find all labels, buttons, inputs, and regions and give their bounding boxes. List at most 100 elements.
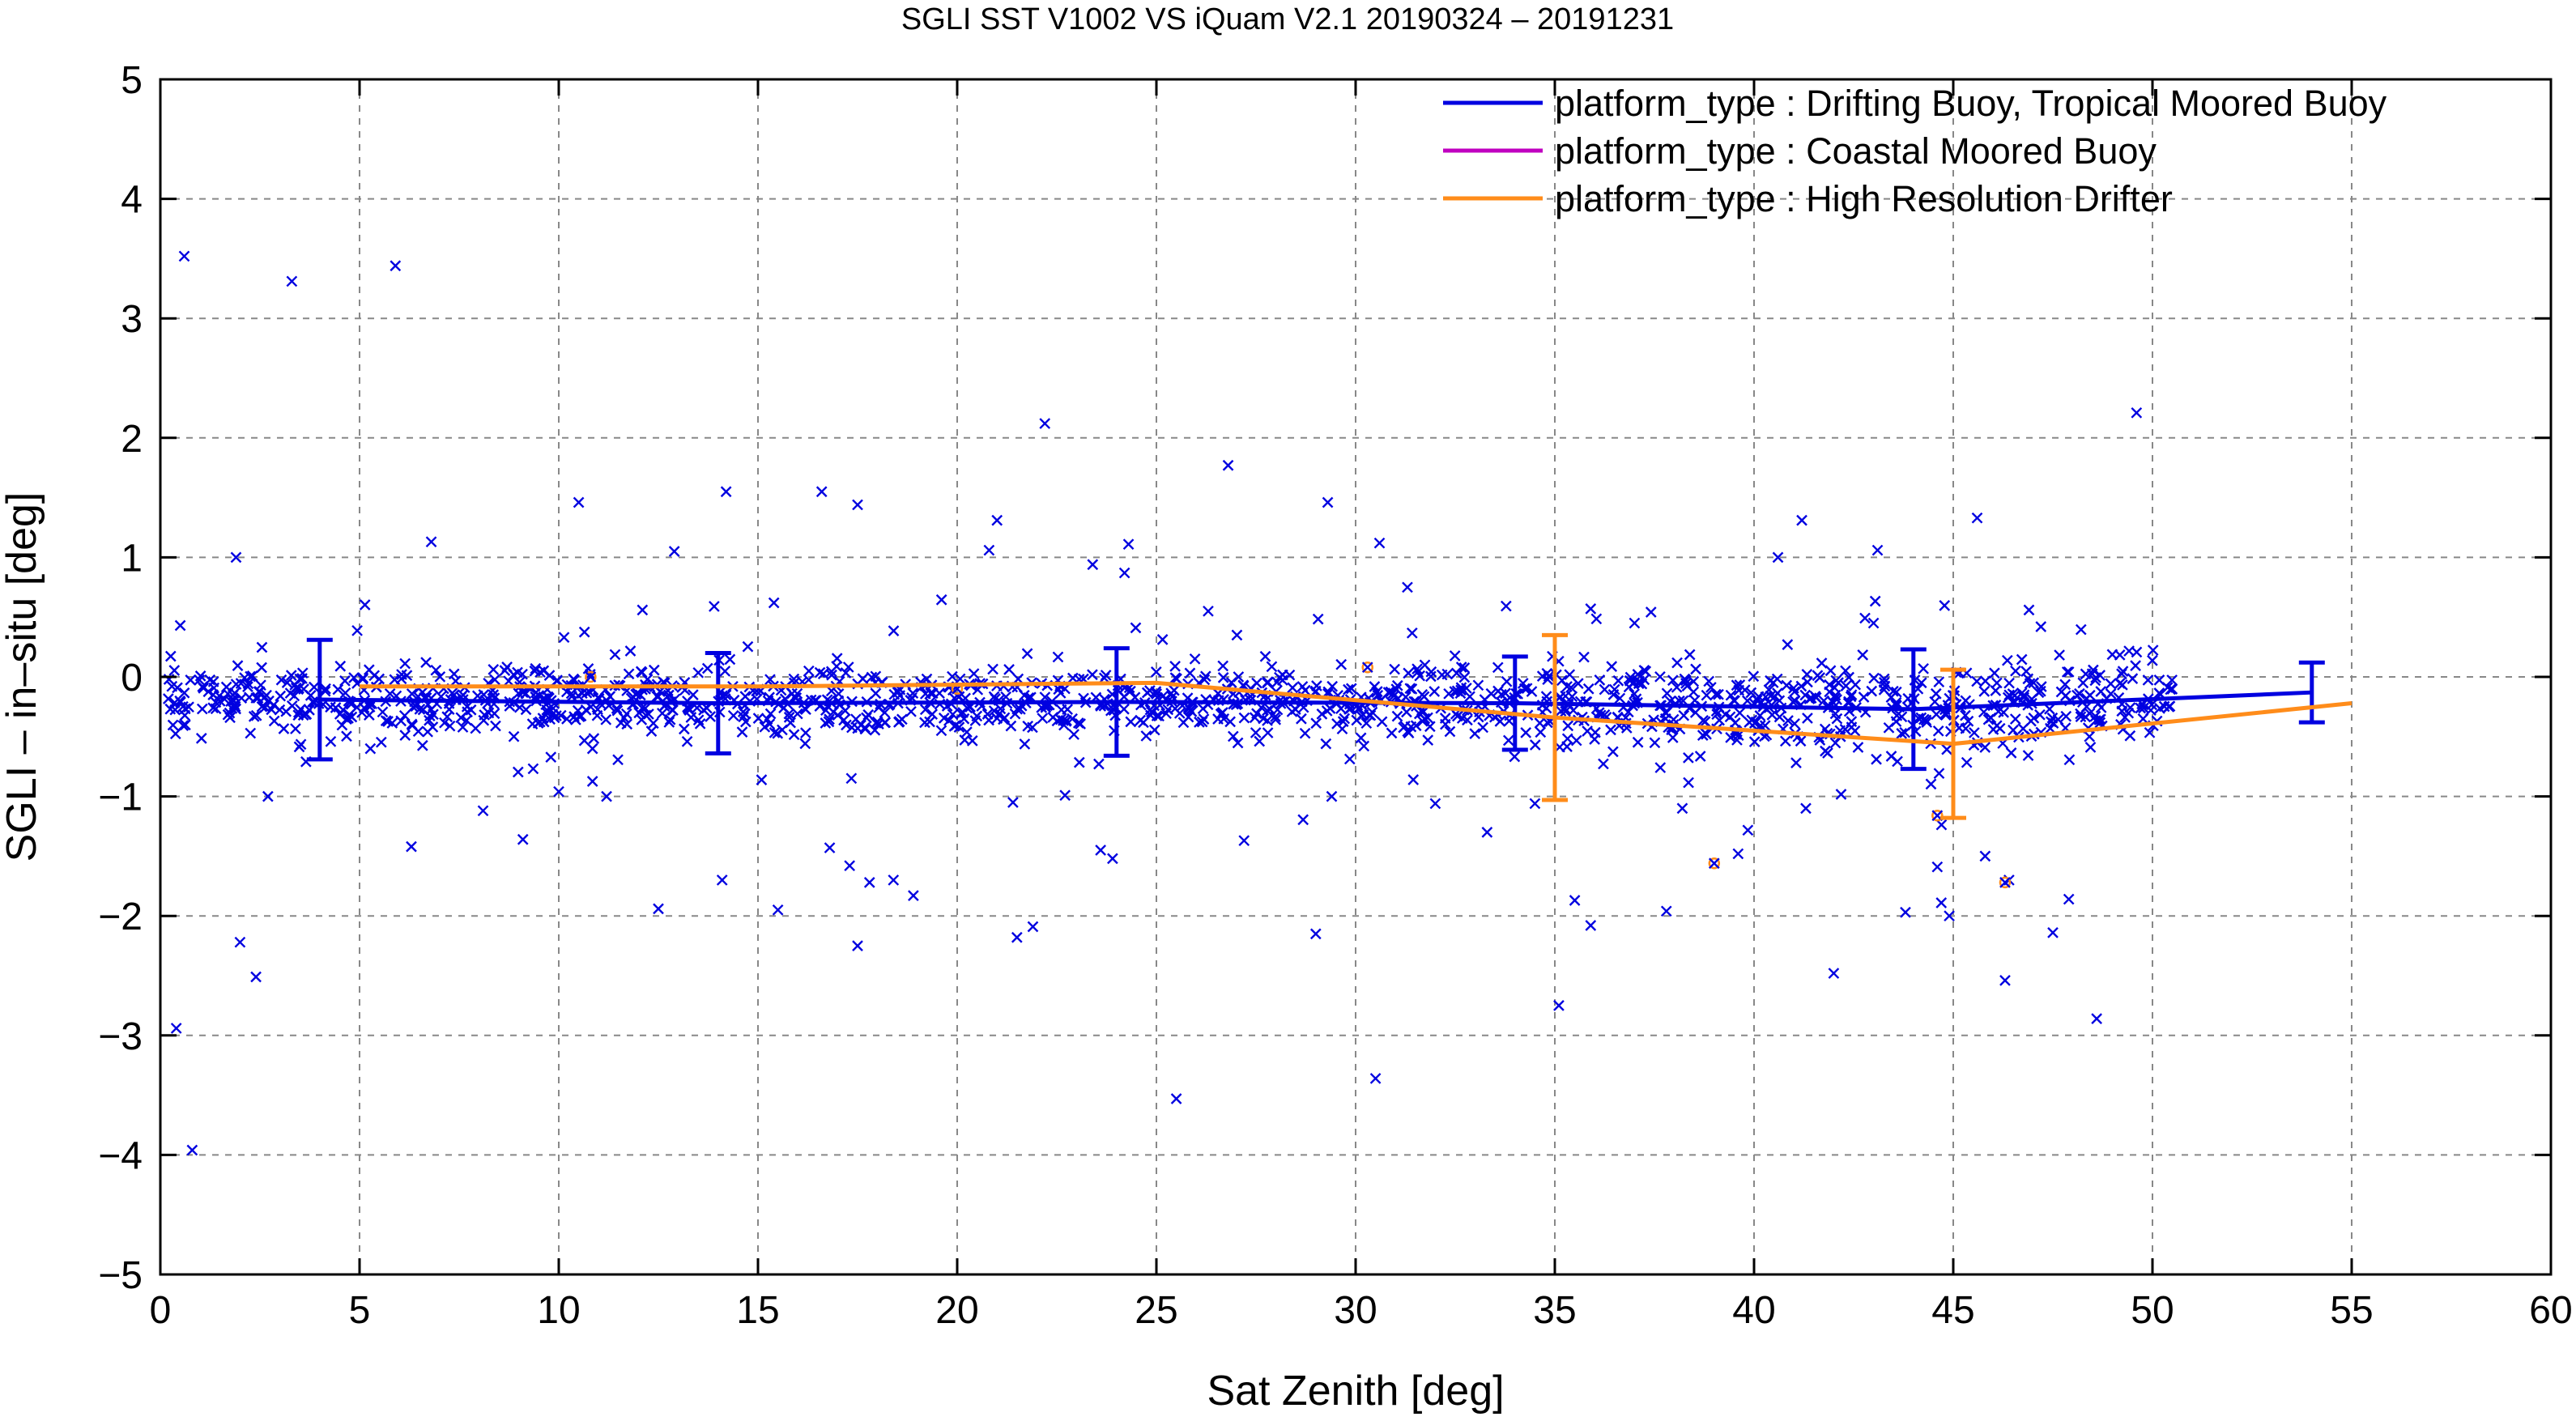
scatter-point <box>1503 715 1515 727</box>
scatter-point <box>612 754 624 766</box>
scatter-point-outlier <box>1585 920 1597 931</box>
scatter-point <box>2144 726 2156 738</box>
y-axis-label: SGLI – in–situ [deg] <box>0 492 45 862</box>
scatter-point <box>919 704 931 716</box>
scatter-point <box>1654 670 1666 683</box>
scatter-point <box>800 727 811 739</box>
legend-entry: platform_type : High Resolution Drifter <box>1555 178 2173 219</box>
scatter-point <box>1978 706 1990 718</box>
scatter-point <box>1960 722 1972 734</box>
scatter-point <box>1789 717 1800 730</box>
scatter-point <box>407 720 418 731</box>
scatter-point <box>1376 716 1388 728</box>
scatter-point <box>1297 814 1309 826</box>
scatter-point <box>2094 670 2106 681</box>
scatter-point <box>278 723 290 734</box>
scatter-point-outlier <box>768 597 780 609</box>
scatter-point <box>248 711 260 722</box>
scatter-point <box>611 703 623 714</box>
scatter-point <box>2059 679 2071 691</box>
scatter-point <box>541 707 552 718</box>
scatter-point <box>846 721 858 734</box>
scatter-point <box>1572 678 1584 689</box>
scatter-point-outlier <box>668 546 680 557</box>
scatter-point <box>759 721 771 733</box>
scatter-point <box>1883 721 1895 734</box>
mean-line-drifting <box>319 690 2312 712</box>
scatter-point <box>1458 671 1471 683</box>
scatter-point <box>636 714 648 725</box>
scatter-point <box>274 704 286 716</box>
scatter-point <box>1296 713 1307 725</box>
y-tick-label: 2 <box>121 418 143 461</box>
scatter-point-outlier <box>1871 544 1884 556</box>
scatter-point <box>1125 685 1136 697</box>
scatter-point-outlier <box>517 833 529 845</box>
scatter-point-outlier <box>852 940 863 951</box>
scatter-point <box>586 776 598 787</box>
scatter-point <box>1443 687 1454 700</box>
scatter-point-outlier <box>1429 798 1441 810</box>
scatter-point <box>417 704 429 716</box>
scatter-point <box>1003 664 1015 675</box>
scatter-point <box>2135 702 2147 714</box>
scatter-point <box>591 709 603 721</box>
scatter-point-outlier <box>852 499 863 511</box>
scatter-point <box>1019 738 1031 750</box>
scatter-point <box>513 701 526 713</box>
scatter-point <box>2008 724 2019 736</box>
scatter-point <box>285 670 297 681</box>
scatter-point <box>177 720 189 731</box>
scatter-point <box>228 695 240 707</box>
scatter-point <box>1599 683 1611 696</box>
scatter-point <box>1788 683 1799 694</box>
scatter-point <box>399 730 411 741</box>
scatter-point <box>879 707 891 718</box>
scatter-point <box>1287 682 1298 694</box>
scatter-point <box>185 674 197 686</box>
scatter-point <box>1027 721 1038 734</box>
scatter-point <box>1270 711 1281 722</box>
scatter-point <box>624 645 637 657</box>
scatter-point <box>1849 725 1861 737</box>
scatter-point <box>1561 733 1573 745</box>
scatter-point <box>966 735 978 747</box>
scatter-point <box>1781 679 1793 691</box>
scatter-point <box>1790 757 1802 768</box>
scatter-point <box>1130 622 1142 634</box>
scatter-point <box>1422 734 1434 746</box>
scatter-point <box>1562 720 1574 732</box>
scatter-point <box>667 704 679 716</box>
scatter-point <box>334 660 347 672</box>
scatter-point <box>1135 714 1146 726</box>
scatter-point <box>921 673 933 685</box>
scatter-point <box>332 683 344 696</box>
error-bar-drifting <box>705 650 731 755</box>
scatter-point-outlier <box>1222 459 1234 471</box>
scatter-point <box>1607 689 1620 700</box>
scatter-point <box>1021 648 1033 660</box>
scatter-point <box>1734 707 1746 719</box>
scatter-point-outlier <box>250 971 262 983</box>
scatter-point <box>1535 726 1547 738</box>
scatter-point <box>1144 704 1156 716</box>
scatter-point <box>517 686 529 698</box>
scatter-point <box>1391 710 1403 722</box>
scatter-point <box>1734 679 1746 691</box>
scatter-point <box>1449 650 1461 662</box>
scatter-point <box>416 739 428 751</box>
scatter-point <box>1850 679 1861 691</box>
scatter-point <box>2127 673 2139 684</box>
scatter-point <box>615 717 627 729</box>
y-tick-label: 3 <box>121 298 143 341</box>
scatter-point <box>1960 709 1971 721</box>
scatter-point <box>2016 653 2028 666</box>
scatter-point <box>1820 745 1831 757</box>
scatter-point-outlier <box>2063 893 2075 905</box>
scatter-point <box>1620 722 1633 734</box>
legend-entry: platform_type : Coastal Moored Buoy <box>1555 130 2157 172</box>
scatter-point <box>1429 686 1441 697</box>
scatter-point <box>1971 675 1982 687</box>
scatter-point <box>1358 740 1370 752</box>
